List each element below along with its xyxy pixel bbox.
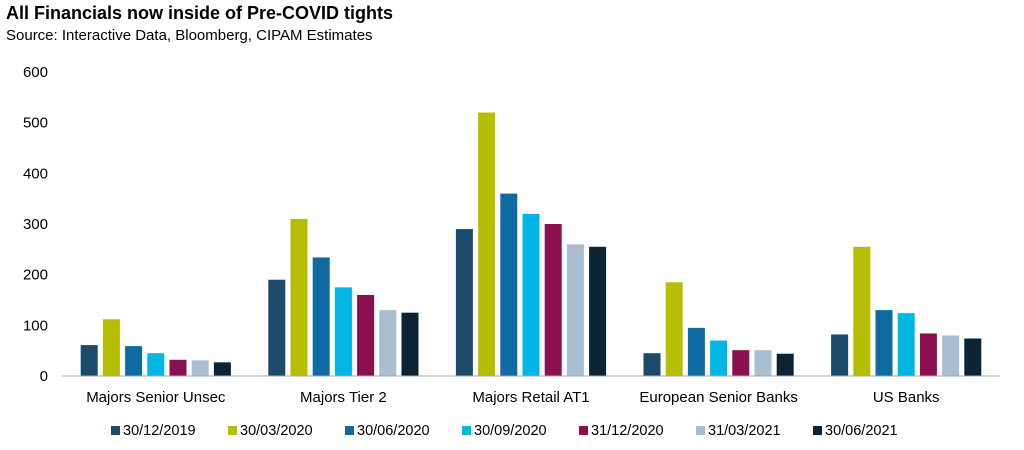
x-category-label: US Banks bbox=[873, 389, 940, 406]
legend-label: 30/06/2021 bbox=[825, 423, 898, 439]
y-tick-label: 600 bbox=[23, 64, 48, 81]
legend-swatch bbox=[345, 426, 354, 435]
bar bbox=[665, 282, 683, 376]
x-category-label: European Senior Banks bbox=[639, 389, 797, 406]
legend-label: 30/06/2020 bbox=[357, 423, 430, 439]
bar bbox=[312, 257, 330, 376]
bar bbox=[290, 218, 308, 376]
bars bbox=[80, 112, 982, 377]
legend-label: 30/12/2019 bbox=[123, 423, 196, 439]
legend-label: 31/12/2020 bbox=[591, 423, 664, 439]
bar bbox=[942, 335, 960, 376]
bar bbox=[169, 359, 187, 376]
bar bbox=[897, 313, 915, 376]
bar bbox=[919, 333, 937, 376]
bar bbox=[687, 327, 705, 376]
bar bbox=[544, 224, 562, 376]
bar bbox=[80, 345, 98, 376]
bar bbox=[643, 353, 661, 376]
bar bbox=[853, 246, 871, 376]
bar bbox=[589, 246, 607, 376]
y-tick-label: 100 bbox=[23, 317, 48, 334]
legend-label: 31/03/2021 bbox=[708, 423, 781, 439]
bar bbox=[875, 310, 893, 376]
y-tick-label: 200 bbox=[23, 267, 48, 284]
bar bbox=[964, 338, 982, 376]
bar bbox=[754, 350, 772, 376]
bar bbox=[831, 334, 849, 376]
bar bbox=[710, 340, 728, 376]
bar bbox=[455, 229, 473, 376]
y-tick-label: 400 bbox=[23, 165, 48, 182]
legend-swatch bbox=[696, 426, 705, 435]
bar bbox=[334, 287, 352, 376]
legend-swatch bbox=[813, 426, 822, 435]
x-category-label: Majors Senior Unsec bbox=[86, 389, 226, 406]
legend: 30/12/2019 30/03/2020 30/06/2020 30/09/2020… bbox=[111, 423, 898, 439]
bar bbox=[191, 360, 209, 376]
x-category-label: Majors Retail AT1 bbox=[472, 389, 589, 406]
y-tick-label: 300 bbox=[23, 216, 48, 233]
bar bbox=[125, 346, 143, 376]
legend-swatch bbox=[462, 426, 471, 435]
bar bbox=[522, 213, 540, 376]
x-category-label: Majors Tier 2 bbox=[300, 389, 387, 406]
bar bbox=[147, 353, 165, 376]
legend-label: 30/09/2020 bbox=[474, 423, 547, 439]
bar bbox=[213, 362, 231, 376]
bar bbox=[401, 312, 419, 376]
bar bbox=[357, 294, 375, 376]
bar bbox=[478, 112, 496, 377]
y-tick-label: 500 bbox=[23, 115, 48, 132]
bar bbox=[500, 193, 518, 376]
bar bbox=[102, 319, 120, 376]
x-axis: Majors Senior Unsec Majors Tier 2 Majors R… bbox=[86, 389, 939, 406]
legend-swatch bbox=[579, 426, 588, 435]
bar bbox=[566, 244, 584, 376]
y-tick-label: 0 bbox=[40, 368, 48, 385]
bar bbox=[732, 350, 750, 376]
chart-title: All Financials now inside of Pre-COVID t… bbox=[6, 3, 394, 23]
legend-swatch bbox=[228, 426, 237, 435]
legend-swatch bbox=[111, 426, 120, 435]
chart-subtitle: Source: Interactive Data, Bloomberg, CIP… bbox=[6, 27, 373, 44]
bar bbox=[268, 279, 286, 376]
legend-label: 30/03/2020 bbox=[240, 423, 313, 439]
bar bbox=[379, 310, 397, 376]
y-axis: 0 100 200 300 400 500 600 bbox=[23, 64, 48, 385]
bar bbox=[776, 353, 794, 376]
